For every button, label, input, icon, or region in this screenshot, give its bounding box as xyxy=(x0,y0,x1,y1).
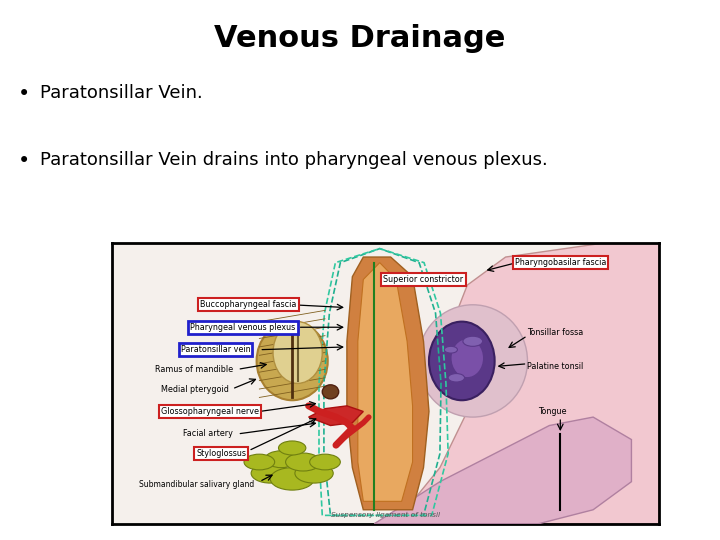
Text: Pharyngobasilar fascia: Pharyngobasilar fascia xyxy=(515,258,606,267)
Polygon shape xyxy=(374,417,631,524)
Circle shape xyxy=(463,336,482,346)
Circle shape xyxy=(295,463,333,483)
Text: Styloglossus: Styloglossus xyxy=(196,449,246,458)
Ellipse shape xyxy=(429,322,495,400)
Circle shape xyxy=(310,454,341,470)
Text: •: • xyxy=(18,151,30,171)
Text: Ramus of mandible: Ramus of mandible xyxy=(156,365,233,374)
Text: Palatine tonsil: Palatine tonsil xyxy=(528,362,584,371)
Ellipse shape xyxy=(273,322,323,383)
Text: Buccopharyngeal fascia: Buccopharyngeal fascia xyxy=(200,300,297,309)
Text: Paratonsillar Vein.: Paratonsillar Vein. xyxy=(40,84,202,102)
Text: Paratonsillar Vein drains into pharyngeal venous plexus.: Paratonsillar Vein drains into pharyngea… xyxy=(40,151,547,169)
Text: Glossopharyngeal nerve: Glossopharyngeal nerve xyxy=(161,407,259,416)
Circle shape xyxy=(265,451,297,468)
Ellipse shape xyxy=(451,339,484,378)
Circle shape xyxy=(251,463,289,483)
Text: Medial pterygoid: Medial pterygoid xyxy=(161,384,229,394)
Polygon shape xyxy=(358,262,413,501)
Text: Paratonsillar vein: Paratonsillar vein xyxy=(181,345,251,354)
Circle shape xyxy=(270,468,314,490)
Text: Venous Drainage: Venous Drainage xyxy=(215,24,505,53)
Circle shape xyxy=(279,441,306,455)
Text: Tonsillar fossa: Tonsillar fossa xyxy=(528,328,584,338)
Text: Submandibular salivary gland: Submandibular salivary gland xyxy=(139,480,254,489)
Circle shape xyxy=(448,374,464,382)
Text: Tongue: Tongue xyxy=(539,407,567,416)
Text: Facial artery: Facial artery xyxy=(183,429,233,438)
Text: Pharyngeal venous plexus: Pharyngeal venous plexus xyxy=(190,323,295,332)
Text: Superior constrictor: Superior constrictor xyxy=(384,275,464,284)
Polygon shape xyxy=(309,406,364,426)
Text: •: • xyxy=(18,84,30,104)
Polygon shape xyxy=(374,243,659,524)
Circle shape xyxy=(444,346,457,353)
Ellipse shape xyxy=(418,305,528,417)
Circle shape xyxy=(244,454,274,470)
Ellipse shape xyxy=(323,385,338,399)
Circle shape xyxy=(286,453,320,471)
Polygon shape xyxy=(347,257,429,510)
Ellipse shape xyxy=(256,322,328,400)
Text: Suspensory ligament of tonsil: Suspensory ligament of tonsil xyxy=(330,512,440,518)
